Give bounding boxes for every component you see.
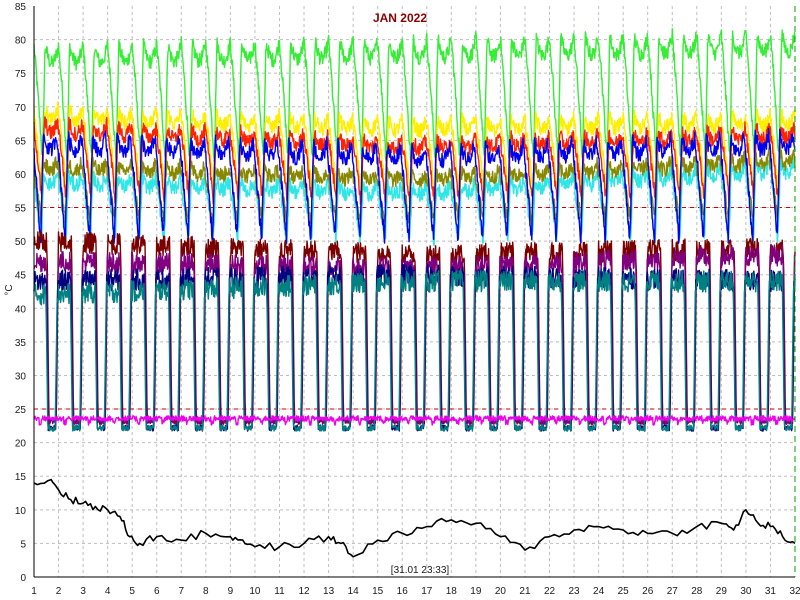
x-tick-label: 16 (397, 586, 409, 597)
series-line (33, 127, 796, 245)
series-line (33, 101, 796, 199)
x-tick-label: 31 (765, 586, 777, 597)
y-tick-label: 10 (15, 506, 27, 517)
series-line (33, 270, 796, 432)
axes: 1 2 3 4 5 6 7 8 9 10 11 12 13 14 15 16 17 18 19 20 21 22 23 24 2… (15, 2, 800, 597)
series-group (33, 28, 796, 558)
x-tick-label: 2 (56, 586, 62, 597)
y-tick-label: 5 (20, 539, 26, 550)
x-tick-label: 26 (642, 586, 654, 597)
x-tick-label: 24 (593, 586, 605, 597)
x-tick-label: 28 (691, 586, 703, 597)
chart-title: JAN 2022 (373, 11, 427, 25)
x-tick-label: 14 (348, 586, 360, 597)
x-tick-label: 19 (470, 586, 482, 597)
y-tick-label: 85 (15, 2, 27, 13)
y-tick-label: 40 (15, 304, 27, 315)
x-tick-label: 11 (274, 586, 285, 597)
x-tick-label: 5 (129, 586, 135, 597)
x-tick-label: 9 (228, 586, 234, 597)
x-tick-label: 30 (740, 586, 752, 597)
series-line (33, 415, 796, 426)
x-tick-label: 12 (298, 586, 310, 597)
x-tick-label: 20 (495, 586, 507, 597)
x-tick-label: 22 (544, 586, 556, 597)
x-tick-label: 23 (569, 586, 581, 597)
y-axis-label: °C (4, 284, 15, 295)
x-tick-label: 15 (372, 586, 384, 597)
series-line (33, 28, 796, 165)
x-tick-label: 17 (421, 586, 433, 597)
x-tick-label: 10 (249, 586, 261, 597)
x-tick-label: 27 (667, 586, 679, 597)
y-tick-label: 35 (15, 338, 27, 349)
y-tick-label: 0 (20, 573, 26, 584)
x-tick-label: 6 (154, 586, 160, 597)
x-tick-label: 32 (789, 586, 800, 597)
x-tick-label: 13 (323, 586, 335, 597)
x-tick-label: 18 (446, 586, 458, 597)
x-tick-label: 8 (203, 586, 209, 597)
y-tick-label: 15 (15, 472, 27, 483)
x-tick-label: 25 (618, 586, 630, 597)
x-tick-label: 29 (716, 586, 728, 597)
timestamp-label: [31.01 23:33] (391, 565, 450, 576)
y-tick-label: 75 (15, 69, 27, 80)
y-tick-label: 70 (15, 103, 27, 114)
x-tick-label: 1 (31, 586, 37, 597)
reference-lines (34, 207, 795, 410)
x-tick-label: 3 (80, 586, 86, 597)
y-tick-label: 60 (15, 170, 27, 181)
y-tick-label: 25 (15, 405, 27, 416)
y-tick-label: 55 (15, 204, 27, 215)
x-tick-label: 4 (105, 586, 111, 597)
series-line (33, 478, 796, 558)
x-tick-label: 7 (179, 586, 185, 597)
y-tick-label: 80 (15, 36, 27, 47)
y-tick-label: 65 (15, 136, 27, 147)
y-tick-label: 45 (15, 271, 27, 282)
y-tick-label: 20 (15, 439, 27, 450)
y-tick-label: 50 (15, 237, 27, 248)
x-tick-label: 21 (519, 586, 531, 597)
y-tick-label: 30 (15, 371, 27, 382)
series-line (33, 116, 796, 209)
